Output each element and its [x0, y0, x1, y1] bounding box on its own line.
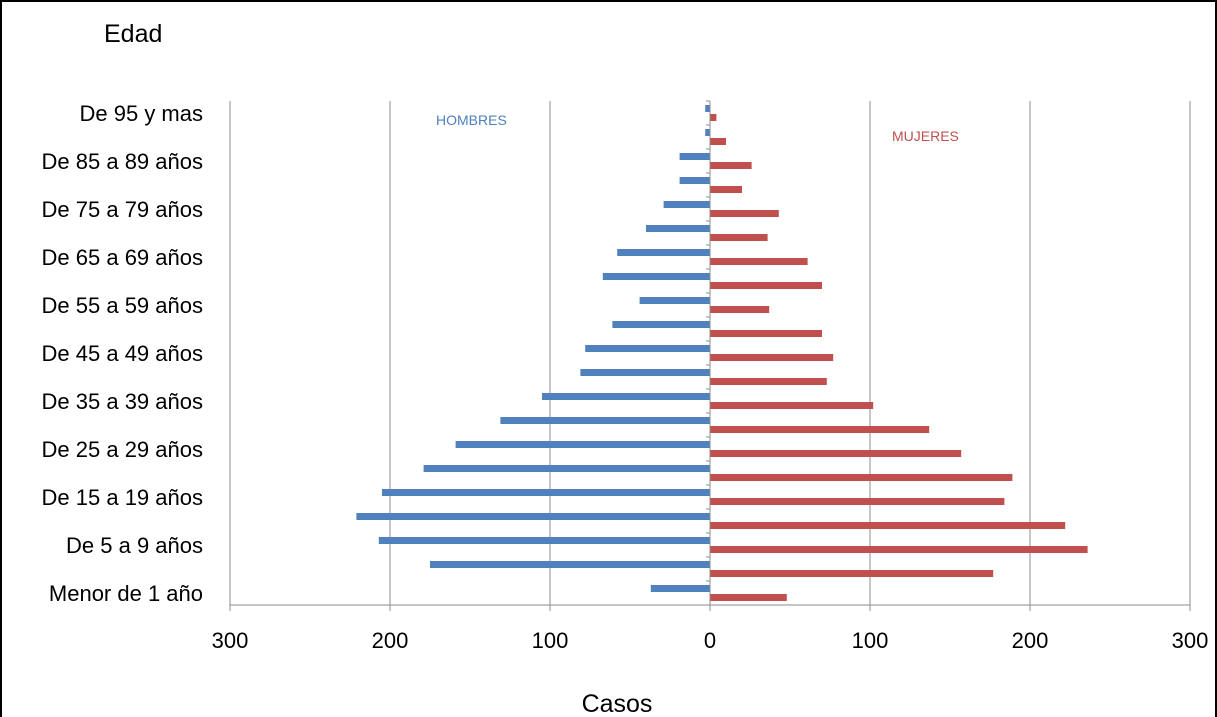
bar-hombres-12 [639, 297, 710, 304]
x-tick-label-0: 300 [212, 628, 249, 653]
bar-hombres-16 [663, 201, 710, 208]
category-label-12: De 55 a 59 años [42, 293, 203, 318]
category-label-16: De 75 a 79 años [42, 197, 203, 222]
bar-hombres-19 [705, 129, 710, 136]
category-label-0: Menor de 1 año [49, 581, 203, 606]
bar-mujeres-1 [710, 570, 994, 577]
axes [229, 100, 1191, 611]
bar-hombres-3 [356, 513, 710, 520]
bars [356, 105, 1088, 601]
bar-hombres-8 [542, 393, 710, 400]
category-label-6: De 25 a 29 años [42, 437, 203, 462]
series-label-hombres: HOMBRES [436, 112, 507, 128]
category-labels: Menor de 1 año De 5 a 9 años De 15 a 19 añ… [42, 101, 203, 606]
bar-hombres-14 [617, 249, 710, 256]
category-label-8: De 35 a 39 años [42, 389, 203, 414]
bar-hombres-11 [612, 321, 710, 328]
bar-mujeres-0 [710, 594, 787, 601]
bar-mujeres-16 [710, 210, 779, 217]
category-label-14: De 65 a 69 años [42, 245, 203, 270]
bar-hombres-18 [679, 153, 710, 160]
x-tick-label-6: 300 [1172, 628, 1209, 653]
bar-hombres-4 [382, 489, 710, 496]
bar-hombres-10 [585, 345, 710, 352]
x-tick-label-5: 200 [1012, 628, 1049, 653]
bar-mujeres-15 [710, 234, 768, 241]
bar-mujeres-7 [710, 426, 930, 433]
bar-hombres-13 [602, 273, 710, 280]
bar-mujeres-9 [710, 378, 827, 385]
bar-mujeres-19 [710, 138, 726, 145]
bar-mujeres-3 [710, 522, 1066, 529]
y-axis-title: Edad [104, 20, 162, 48]
gridlines [229, 101, 1191, 605]
bar-hombres-2 [378, 537, 710, 544]
bar-hombres-6 [455, 441, 710, 448]
bar-mujeres-18 [710, 162, 752, 169]
bar-mujeres-8 [710, 402, 874, 409]
bar-hombres-7 [500, 417, 710, 424]
category-label-2: De 5 a 9 años [66, 533, 203, 558]
x-axis-title: Casos [582, 690, 653, 717]
bar-mujeres-13 [710, 282, 822, 289]
bar-mujeres-6 [710, 450, 962, 457]
x-tick-label-1: 200 [372, 628, 409, 653]
bar-mujeres-14 [710, 258, 808, 265]
bar-mujeres-12 [710, 306, 770, 313]
category-label-18: De 85 a 89 años [42, 149, 203, 174]
bar-hombres-5 [423, 465, 710, 472]
category-label-4: De 15 a 19 años [42, 485, 203, 510]
series-label-mujeres: MUJERES [892, 128, 959, 144]
x-tick-label-2: 100 [532, 628, 569, 653]
bar-hombres-1 [430, 561, 710, 568]
tick-labels: 300 200 100 0 100 200 300 [212, 628, 1209, 653]
category-label-20: De 95 y mas [80, 101, 204, 126]
bar-hombres-20 [705, 105, 710, 112]
bar-mujeres-11 [710, 330, 822, 337]
x-tick-label-4: 100 [852, 628, 889, 653]
bar-mujeres-10 [710, 354, 834, 361]
bar-mujeres-2 [710, 546, 1088, 553]
bar-hombres-0 [650, 585, 710, 592]
bar-hombres-9 [580, 369, 710, 376]
bar-hombres-15 [646, 225, 710, 232]
x-tick-label-3: 0 [704, 628, 716, 653]
bar-mujeres-5 [710, 474, 1013, 481]
category-label-10: De 45 a 49 años [42, 341, 203, 366]
bar-hombres-17 [679, 177, 710, 184]
bar-mujeres-20 [710, 114, 717, 121]
bar-mujeres-17 [710, 186, 742, 193]
bar-mujeres-4 [710, 498, 1005, 505]
